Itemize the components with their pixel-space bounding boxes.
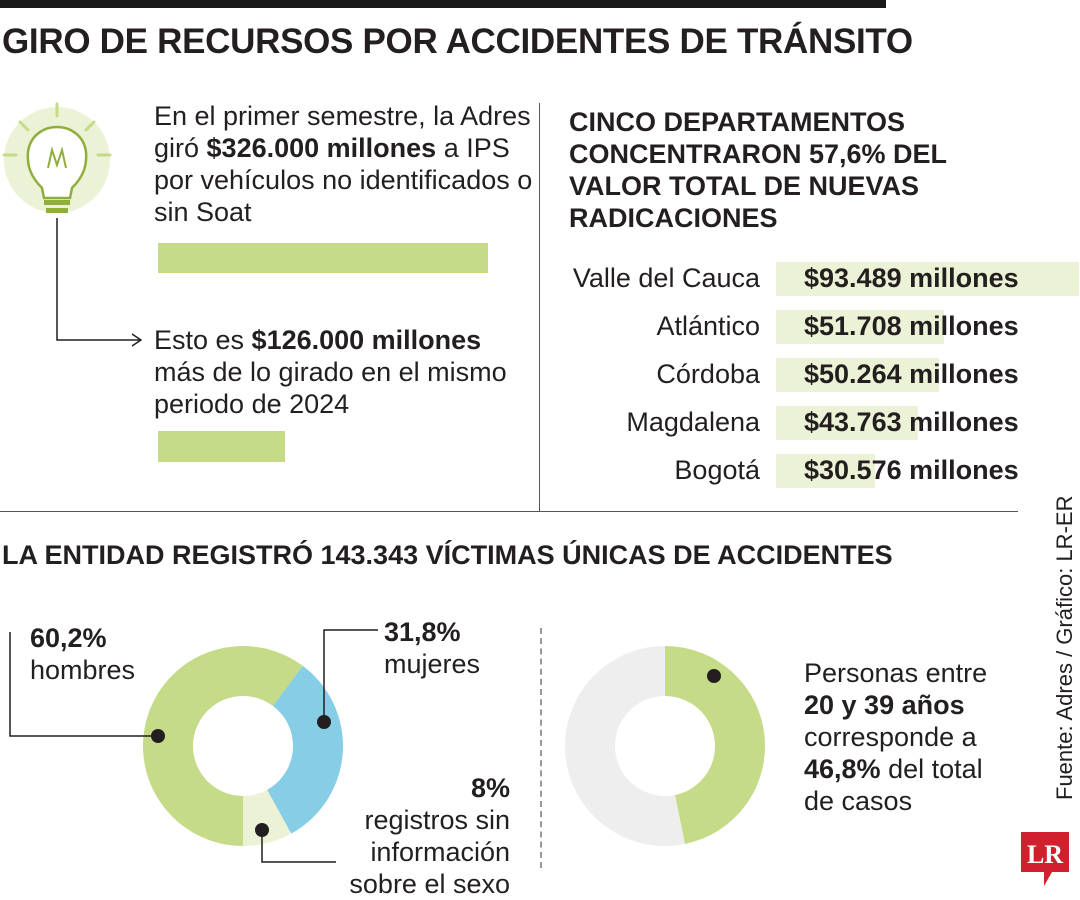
dept-bar bbox=[776, 358, 939, 392]
connector-arrow-icon bbox=[131, 333, 143, 347]
label-women: 31,8% mujeres bbox=[384, 617, 481, 679]
leader-dot bbox=[151, 729, 165, 743]
dept-name: Atlántico bbox=[656, 311, 760, 341]
label-men: 60,2% hombres bbox=[30, 623, 136, 685]
dashed-divider bbox=[540, 628, 542, 868]
leader-line bbox=[323, 629, 378, 722]
age-donut-slice bbox=[565, 646, 685, 846]
gender-donut-slice bbox=[243, 789, 292, 846]
dept-bar bbox=[776, 262, 1079, 296]
dept-name: Magdalena bbox=[626, 407, 760, 437]
dept-name: Bogotá bbox=[674, 455, 760, 485]
dept-bar bbox=[776, 310, 944, 344]
dept-value-label: $43.763 millones bbox=[804, 407, 1019, 437]
leader-line bbox=[261, 830, 336, 863]
lightbulb-icon bbox=[2, 102, 112, 213]
dept-bar bbox=[776, 454, 875, 488]
highlight-bar-secondary bbox=[158, 431, 285, 462]
vertical-divider bbox=[539, 103, 540, 511]
leader-line bbox=[9, 632, 158, 737]
dept-name: Córdoba bbox=[656, 359, 760, 389]
highlight-bar-primary bbox=[158, 243, 488, 273]
leader-dot bbox=[255, 823, 269, 837]
label-no-info: 8% registros sin información sobre el sex… bbox=[349, 773, 510, 899]
connector-line bbox=[56, 218, 140, 341]
intro-paragraph: En el primer semestre, la Adres giró $32… bbox=[154, 101, 533, 227]
dept-value-label: $93.489 millones bbox=[804, 263, 1019, 293]
dept-name: Valle del Cauca bbox=[572, 263, 760, 293]
main-title: GIRO DE RECURSOS POR ACCIDENTES DE TRÁNS… bbox=[2, 22, 913, 61]
leader-dot bbox=[317, 715, 331, 729]
dept-value-label: $51.708 millones bbox=[804, 311, 1019, 341]
svg-text:LR: LR bbox=[1027, 840, 1063, 869]
intro-paragraph-2: Esto es $126.000 millones más de lo gira… bbox=[154, 325, 507, 419]
age-donut-slice bbox=[665, 646, 766, 844]
horizontal-divider bbox=[0, 511, 1018, 512]
dept-value-label: $30.576 millones bbox=[804, 455, 1019, 485]
dept-bar bbox=[776, 406, 918, 440]
victims-title: LA ENTIDAD REGISTRÓ 143.343 VÍCTIMAS ÚNI… bbox=[2, 540, 893, 570]
top-rule bbox=[0, 0, 886, 8]
gender-donut-slice bbox=[143, 646, 303, 846]
dept-value-label: $50.264 millones bbox=[804, 359, 1019, 389]
departments-title: CINCO DEPARTAMENTOS CONCENTRARON 57,6% D… bbox=[569, 107, 947, 233]
leader-dot bbox=[707, 669, 721, 683]
label-age: Personas entre 20 y 39 años corresponde … bbox=[804, 658, 988, 816]
lr-logo: LR bbox=[1021, 832, 1069, 886]
